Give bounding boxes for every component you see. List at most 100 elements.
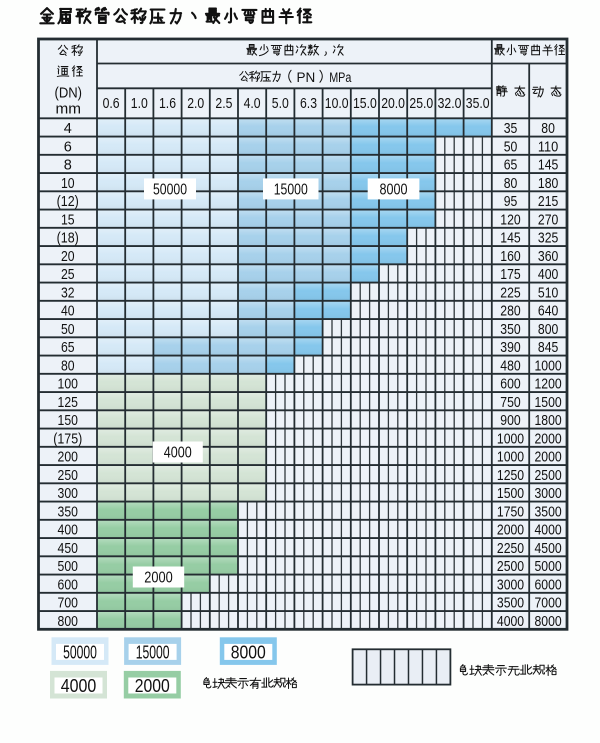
svg-text:50: 50 [504, 139, 518, 155]
svg-text:900: 900 [500, 413, 520, 429]
svg-text:2500: 2500 [535, 468, 562, 484]
svg-text:280: 280 [500, 304, 520, 320]
svg-text:5000: 5000 [535, 559, 562, 575]
svg-text:100: 100 [58, 377, 78, 393]
svg-text:(18): (18) [57, 231, 79, 247]
svg-text:5.0: 5.0 [272, 96, 289, 112]
svg-text:8000: 8000 [231, 643, 266, 663]
svg-text:25.0: 25.0 [409, 96, 433, 112]
svg-text:640: 640 [538, 304, 558, 320]
svg-text:35.0: 35.0 [466, 96, 490, 112]
svg-text:120: 120 [500, 212, 520, 228]
svg-text:PN: PN [297, 70, 316, 85]
svg-text:845: 845 [538, 340, 558, 356]
svg-text:500: 500 [58, 559, 78, 575]
svg-text:2000: 2000 [535, 450, 562, 466]
svg-text:700: 700 [58, 596, 78, 612]
svg-text:350: 350 [500, 322, 520, 338]
svg-text:4000: 4000 [61, 676, 97, 696]
svg-text:3500: 3500 [497, 596, 524, 612]
svg-text:50000: 50000 [63, 643, 97, 663]
svg-text:mm: mm [56, 101, 82, 118]
svg-text:350: 350 [58, 504, 78, 520]
svg-text:450: 450 [58, 541, 78, 557]
svg-text:390: 390 [500, 340, 520, 356]
svg-text:3000: 3000 [535, 486, 562, 502]
svg-text:1000: 1000 [497, 450, 524, 466]
svg-text:110: 110 [538, 139, 558, 155]
svg-text:6000: 6000 [535, 577, 562, 593]
svg-text:35: 35 [504, 121, 518, 137]
svg-text:225: 225 [500, 285, 520, 301]
svg-text:270: 270 [538, 212, 558, 228]
svg-text:65: 65 [61, 340, 75, 356]
svg-text:175: 175 [500, 267, 520, 283]
svg-text:32: 32 [61, 285, 75, 301]
svg-text:15.0: 15.0 [353, 96, 377, 112]
svg-text:1000: 1000 [535, 358, 562, 374]
svg-text:15000: 15000 [136, 643, 170, 663]
svg-text:160: 160 [500, 249, 520, 265]
svg-text:80: 80 [61, 358, 75, 374]
svg-text:1750: 1750 [497, 504, 524, 520]
svg-text:8: 8 [64, 158, 72, 174]
svg-text:800: 800 [538, 322, 558, 338]
svg-text:(175): (175) [53, 431, 82, 447]
svg-text:125: 125 [58, 395, 78, 411]
svg-text:600: 600 [500, 377, 520, 393]
svg-text:15000: 15000 [274, 182, 308, 199]
svg-text:(DN): (DN) [55, 85, 83, 102]
svg-text:2.0: 2.0 [187, 96, 204, 112]
svg-text:2250: 2250 [497, 541, 524, 557]
svg-text:800: 800 [58, 614, 78, 630]
svg-text:4.0: 4.0 [244, 96, 261, 112]
svg-text:1200: 1200 [535, 377, 562, 393]
svg-text:65: 65 [504, 158, 518, 174]
svg-text:6: 6 [64, 139, 72, 155]
svg-text:250: 250 [58, 468, 78, 484]
svg-text:20: 20 [61, 249, 75, 265]
svg-text:200: 200 [58, 450, 78, 466]
svg-text:3500: 3500 [535, 504, 562, 520]
svg-text:300: 300 [58, 486, 78, 502]
svg-text:750: 750 [500, 395, 520, 411]
svg-text:360: 360 [538, 249, 558, 265]
svg-text:1.0: 1.0 [131, 96, 148, 112]
svg-text:2000: 2000 [497, 523, 524, 539]
svg-text:8000: 8000 [535, 614, 562, 630]
svg-text:4000: 4000 [535, 523, 562, 539]
svg-text:20.0: 20.0 [381, 96, 405, 112]
svg-text:145: 145 [500, 231, 520, 247]
svg-text:145: 145 [538, 158, 558, 174]
svg-text:400: 400 [538, 267, 558, 283]
svg-text:80: 80 [541, 121, 555, 137]
svg-text:2.5: 2.5 [215, 96, 232, 112]
svg-text:180: 180 [538, 176, 558, 192]
svg-text:15: 15 [61, 212, 75, 228]
svg-text:10: 10 [61, 176, 75, 192]
svg-text:150: 150 [58, 413, 78, 429]
svg-text:3000: 3000 [497, 577, 524, 593]
svg-text:1800: 1800 [535, 413, 562, 429]
svg-text:600: 600 [58, 577, 78, 593]
svg-text:40: 40 [61, 304, 75, 320]
svg-text:2000: 2000 [135, 676, 170, 696]
svg-text:4000: 4000 [497, 614, 524, 630]
svg-text:MPa: MPa [329, 70, 352, 85]
svg-text:1250: 1250 [497, 468, 524, 484]
svg-text:95: 95 [504, 194, 518, 210]
svg-text:7000: 7000 [535, 596, 562, 612]
svg-text:4000: 4000 [164, 445, 192, 462]
svg-text:8000: 8000 [380, 182, 408, 199]
svg-text:(12): (12) [57, 194, 79, 210]
svg-text:6.3: 6.3 [300, 96, 317, 112]
svg-text:1500: 1500 [497, 486, 524, 502]
svg-text:400: 400 [58, 523, 78, 539]
svg-text:2000: 2000 [535, 431, 562, 447]
svg-text:10.0: 10.0 [325, 96, 349, 112]
svg-text:4500: 4500 [535, 541, 562, 557]
svg-text:2500: 2500 [497, 559, 524, 575]
svg-text:480: 480 [500, 358, 520, 374]
svg-text:4: 4 [64, 121, 72, 137]
svg-text:50000: 50000 [153, 182, 187, 199]
